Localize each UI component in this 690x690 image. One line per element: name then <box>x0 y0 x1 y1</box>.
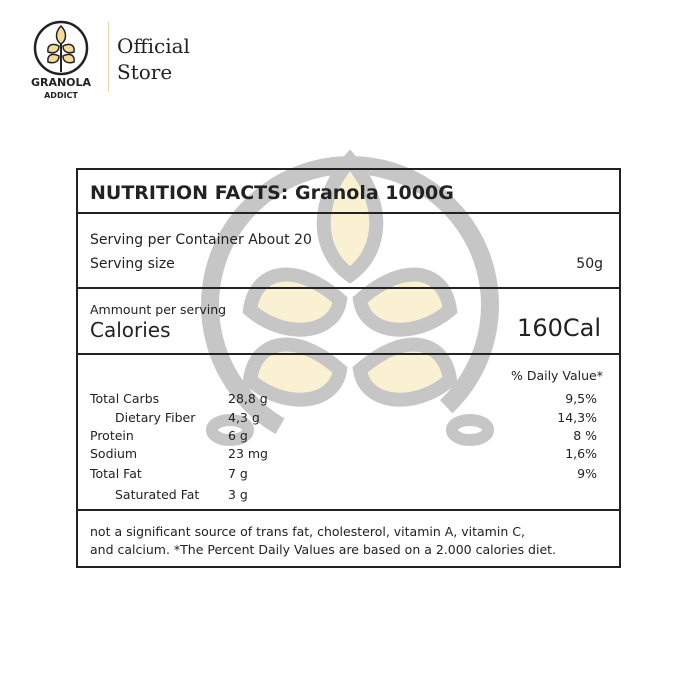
wheat-watermark-icon <box>200 149 499 454</box>
divider <box>78 287 619 289</box>
nutrient-amount: 7 g <box>228 466 248 481</box>
nutrient-dv: 1,6% <box>565 446 597 461</box>
store-line-1: Official <box>117 34 190 58</box>
header-divider <box>108 22 109 92</box>
svg-text:ADDICT: ADDICT <box>44 91 78 100</box>
divider <box>78 509 619 511</box>
nutrient-dv: 9,5% <box>565 391 597 406</box>
serving-per-container: Serving per Container About 20 <box>90 232 312 248</box>
nutrient-amount: 6 g <box>228 428 248 443</box>
calories-label: Calories <box>90 318 171 342</box>
amount-per-serving-label: Ammount per serving <box>90 302 227 317</box>
nutrient-name: Protein <box>90 428 134 443</box>
svg-text:GRANOLA: GRANOLA <box>31 76 92 89</box>
footnote-line-2: and calcium. *The Percent Daily Values a… <box>90 542 557 557</box>
calories-value: 160Cal <box>517 314 601 342</box>
nutrient-dv: 8 % <box>573 428 597 443</box>
nutrient-name: Total Carbs <box>90 391 160 406</box>
store-line-2: Store <box>117 60 173 84</box>
footnote-line-1: not a significant source of trans fat, c… <box>90 524 525 539</box>
divider <box>78 353 619 355</box>
granola-addict-logo: GRANOLA ADDICT <box>31 20 92 100</box>
nutrient-amount: 4,3 g <box>228 410 260 425</box>
nutrition-facts-panel: NUTRITION FACTS: Granola 1000G Serving p… <box>76 168 621 568</box>
nutrient-amount: 23 mg <box>228 446 268 461</box>
panel-title: NUTRITION FACTS: Granola 1000G <box>90 182 454 204</box>
serving-size-label: Serving size <box>90 256 175 272</box>
nutrient-name: Saturated Fat <box>115 487 200 502</box>
serving-size-value: 50g <box>576 256 603 272</box>
nutrient-dv: 9% <box>577 466 597 481</box>
nutrient-amount: 3 g <box>228 487 248 502</box>
nutrient-name: Total Fat <box>90 466 142 481</box>
daily-value-header: % Daily Value* <box>510 368 603 383</box>
nutrient-dv: 14,3% <box>557 410 597 425</box>
divider <box>78 212 619 214</box>
official-store-label: Official Store <box>117 33 190 85</box>
nutrient-name: Sodium <box>90 446 138 461</box>
nutrient-name: Dietary Fiber <box>115 410 196 425</box>
nutrient-amount: 28,8 g <box>228 391 268 406</box>
